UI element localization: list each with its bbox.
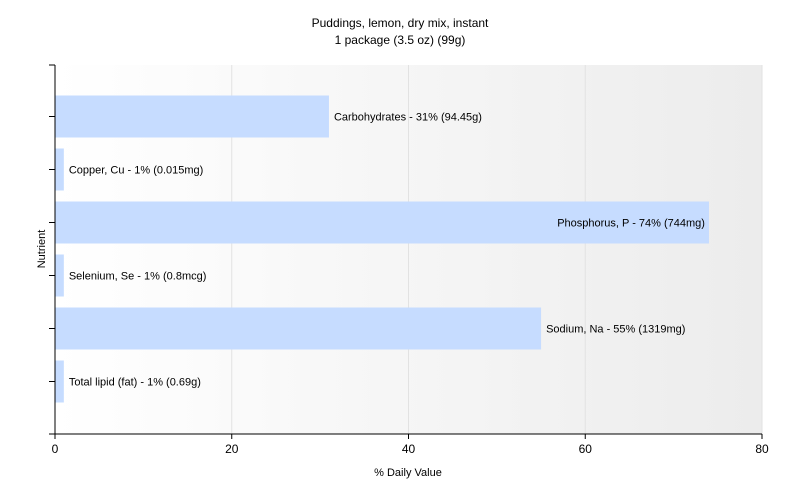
data-label: Selenium, Se - 1% (0.8mcg) xyxy=(69,271,207,283)
bar-carbohydrates xyxy=(55,95,329,138)
data-label: Carbohydrates - 31% (94.45g) xyxy=(334,112,482,124)
data-label: Phosphorus, P - 74% (744mg) xyxy=(557,218,705,230)
data-label: Total lipid (fat) - 1% (0.69g) xyxy=(69,377,201,389)
chart-subtitle: 1 package (3.5 oz) (99g) xyxy=(335,33,466,47)
bar-phosphorus-p xyxy=(55,201,709,244)
bars xyxy=(55,95,709,403)
bar-copper-cu xyxy=(55,148,64,191)
bar-selenium-se xyxy=(55,254,64,297)
x-tick-label: 80 xyxy=(755,442,769,456)
data-label: Copper, Cu - 1% (0.015mg) xyxy=(69,165,204,177)
x-tick-label: 0 xyxy=(52,442,59,456)
bar-total-lipid-fat xyxy=(55,360,64,403)
x-axis-label: % Daily Value xyxy=(374,467,442,479)
x-tick-label: 40 xyxy=(402,442,416,456)
data-labels: Carbohydrates - 31% (94.45g) Copper, Cu -… xyxy=(69,112,705,389)
y-axis-ticks xyxy=(49,64,55,435)
bar-sodium-na xyxy=(55,307,542,350)
x-tick-label: 20 xyxy=(225,442,239,456)
data-label: Sodium, Na - 55% (1319mg) xyxy=(546,324,685,336)
y-axis-label: Nutrient xyxy=(36,230,48,269)
x-axis-ticks: 0 20 40 60 80 xyxy=(52,434,769,456)
chart-title: Puddings, lemon, dry mix, instant xyxy=(312,16,489,30)
x-tick-label: 60 xyxy=(579,442,593,456)
